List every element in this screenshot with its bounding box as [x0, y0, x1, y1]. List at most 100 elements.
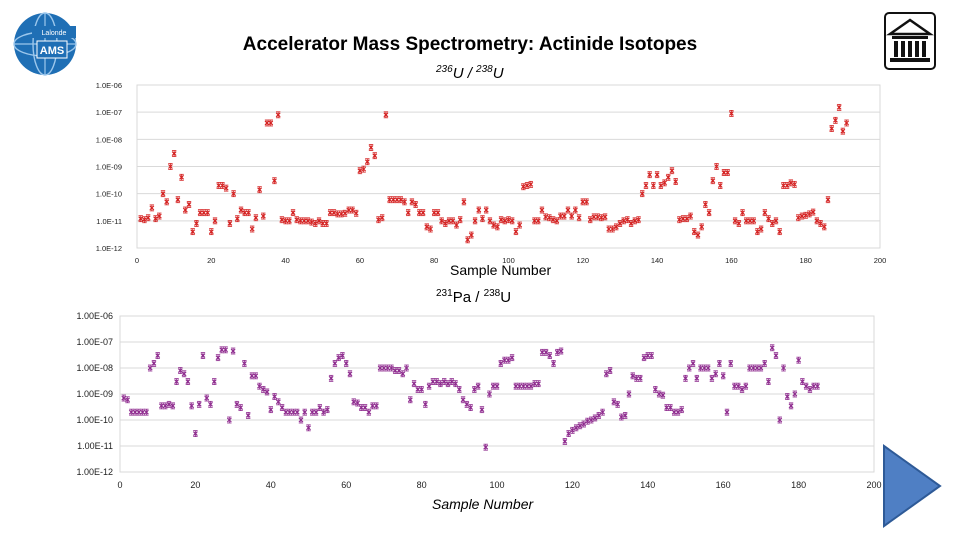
chart2-data-point	[151, 360, 157, 367]
chart1-data-point	[149, 204, 155, 212]
institution-logo	[884, 12, 936, 70]
chart2-data-point	[520, 382, 526, 390]
chart1-data-point	[613, 223, 619, 231]
chart2-data-point	[381, 364, 387, 372]
chart1-data-point	[182, 206, 188, 214]
chart2-data-point	[245, 412, 251, 419]
chart1-data-point	[669, 167, 675, 175]
chart1-data-point	[836, 103, 842, 111]
chart2-data-point	[351, 398, 357, 406]
chart2-data-point	[750, 364, 756, 372]
chart1-data-point	[376, 216, 381, 224]
chart2-data-point	[128, 408, 134, 416]
chart2-data-point	[784, 393, 790, 400]
chart1-data-point	[294, 216, 300, 224]
chart2-data-point	[185, 378, 191, 385]
chart2-x-tick-label: 0	[117, 480, 122, 490]
chart1-data-point	[465, 236, 471, 244]
chart2-data-point	[253, 372, 259, 380]
chart1-data-point	[283, 217, 289, 225]
chart1-y-tick-label: 1.0E-09	[96, 163, 122, 172]
chart1-data-point	[546, 214, 552, 222]
chart1-data-point	[487, 217, 493, 225]
chart1-data-point	[472, 217, 478, 225]
chart1-data-point	[773, 217, 779, 225]
chart2-data-point	[487, 390, 492, 398]
chart2-data-point	[698, 364, 704, 372]
chart1-data-point	[725, 169, 731, 176]
chart2-data-point	[728, 360, 734, 367]
chart1-data-point	[420, 209, 426, 217]
chart1-data-point	[676, 216, 682, 224]
chart2-data-point	[667, 404, 673, 411]
chart2-data-point	[257, 382, 262, 390]
chart1-data-point	[706, 209, 712, 217]
chart1-data-point	[617, 220, 623, 227]
chart1-data-point	[606, 225, 612, 233]
chart2-data-point	[777, 416, 783, 424]
chart1-data-point	[572, 206, 578, 214]
chart2-y-tick-label: 1.00E-10	[76, 415, 113, 425]
chart1-data-point	[305, 217, 311, 225]
chart1-data-point	[558, 212, 563, 220]
chart1-data-point	[714, 163, 719, 170]
chart1-data-point	[402, 198, 407, 206]
chart2-data-point	[181, 370, 187, 378]
chart1-data-point	[168, 163, 173, 170]
chart1-data-point	[710, 177, 716, 185]
chart1-data-point	[844, 119, 849, 127]
chart2-data-point	[475, 382, 481, 390]
chart2-data-point	[302, 408, 308, 416]
chart2-data-point	[739, 386, 745, 393]
chart1-data-point	[665, 173, 671, 181]
chart1-y-tick-label: 1.0E-08	[96, 135, 122, 144]
chart2-data-point	[272, 393, 277, 400]
chart1-x-tick-label: 80	[430, 256, 438, 265]
chart2-data-point	[536, 380, 541, 388]
chart1-data-point	[769, 220, 775, 227]
chart1-data-point	[810, 208, 816, 216]
chart1-data-point	[691, 228, 697, 236]
chart2-data-point	[404, 364, 409, 372]
chart2-data-point	[196, 400, 202, 408]
chart2-data-point	[551, 360, 556, 367]
chart2-data-point	[441, 378, 447, 385]
chart1-data-point	[751, 217, 757, 225]
chart1-data-point	[186, 201, 192, 208]
chart2-data-point	[539, 348, 545, 356]
chart1-data-point	[142, 216, 147, 224]
chart2-data-point	[140, 408, 146, 416]
chart2-data-point	[204, 394, 210, 402]
chart2-data-point	[136, 408, 142, 416]
chart1-data-point	[156, 212, 162, 220]
chart2-data-point	[618, 413, 624, 421]
chart2-data-point	[766, 378, 771, 385]
chart2-data-point	[471, 386, 477, 393]
chart1-title-num2: 238	[476, 64, 493, 75]
chart2-data-point	[652, 386, 658, 393]
chart1-x-tick-label: 120	[577, 256, 590, 265]
chart2-data-point	[313, 408, 319, 416]
chart1-data-point	[476, 206, 482, 214]
chart1-data-point	[338, 210, 344, 218]
chart2-data-point	[569, 426, 575, 434]
chart2-data-point	[177, 367, 183, 374]
chart2-data-point	[762, 360, 768, 367]
next-slide-button[interactable]	[880, 442, 944, 530]
chart2-data-point	[453, 380, 458, 388]
chart1-data-point	[650, 182, 656, 189]
chart2-data-point	[230, 347, 236, 355]
chart1-data-point	[435, 209, 441, 217]
chart1-data-point	[699, 223, 705, 231]
chart2-data-point	[637, 374, 643, 382]
chart2-title-sep: /	[471, 289, 484, 306]
chart1-data-point	[368, 144, 374, 151]
chart1-data-point	[502, 217, 508, 225]
chart2-data-point	[720, 372, 726, 380]
chart1-y-tick-label: 1.0E-06	[96, 81, 122, 90]
chart2-data-point	[468, 404, 474, 411]
chart1-data-point	[431, 209, 437, 217]
chart2-data-point	[799, 378, 805, 385]
chart2-title-num2: 238	[483, 288, 501, 299]
chart2-data-point	[679, 406, 685, 414]
